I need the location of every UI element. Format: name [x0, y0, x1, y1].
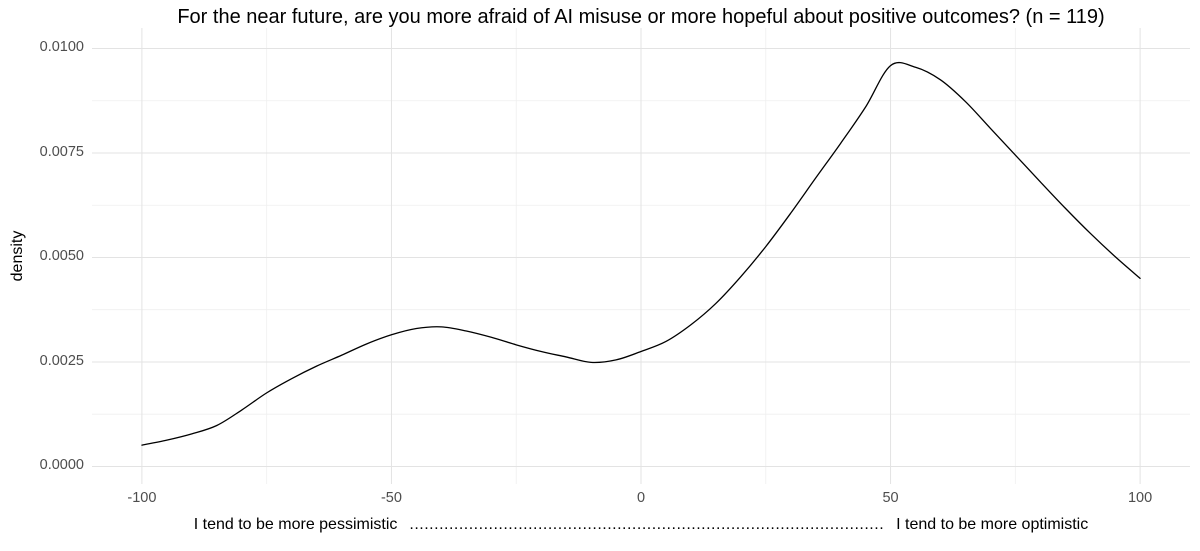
- chart-title: For the near future, are you more afraid…: [177, 6, 1105, 28]
- x-caption-optimistic: I tend to be more optimistic: [896, 516, 1089, 533]
- x-axis-caption: I tend to be more pessimistic ..........…: [92, 516, 1190, 534]
- x-caption-dots: ........................................…: [409, 516, 885, 533]
- density-curve: [141, 61, 1141, 446]
- x-caption-pessimistic: I tend to be more pessimistic: [193, 516, 398, 533]
